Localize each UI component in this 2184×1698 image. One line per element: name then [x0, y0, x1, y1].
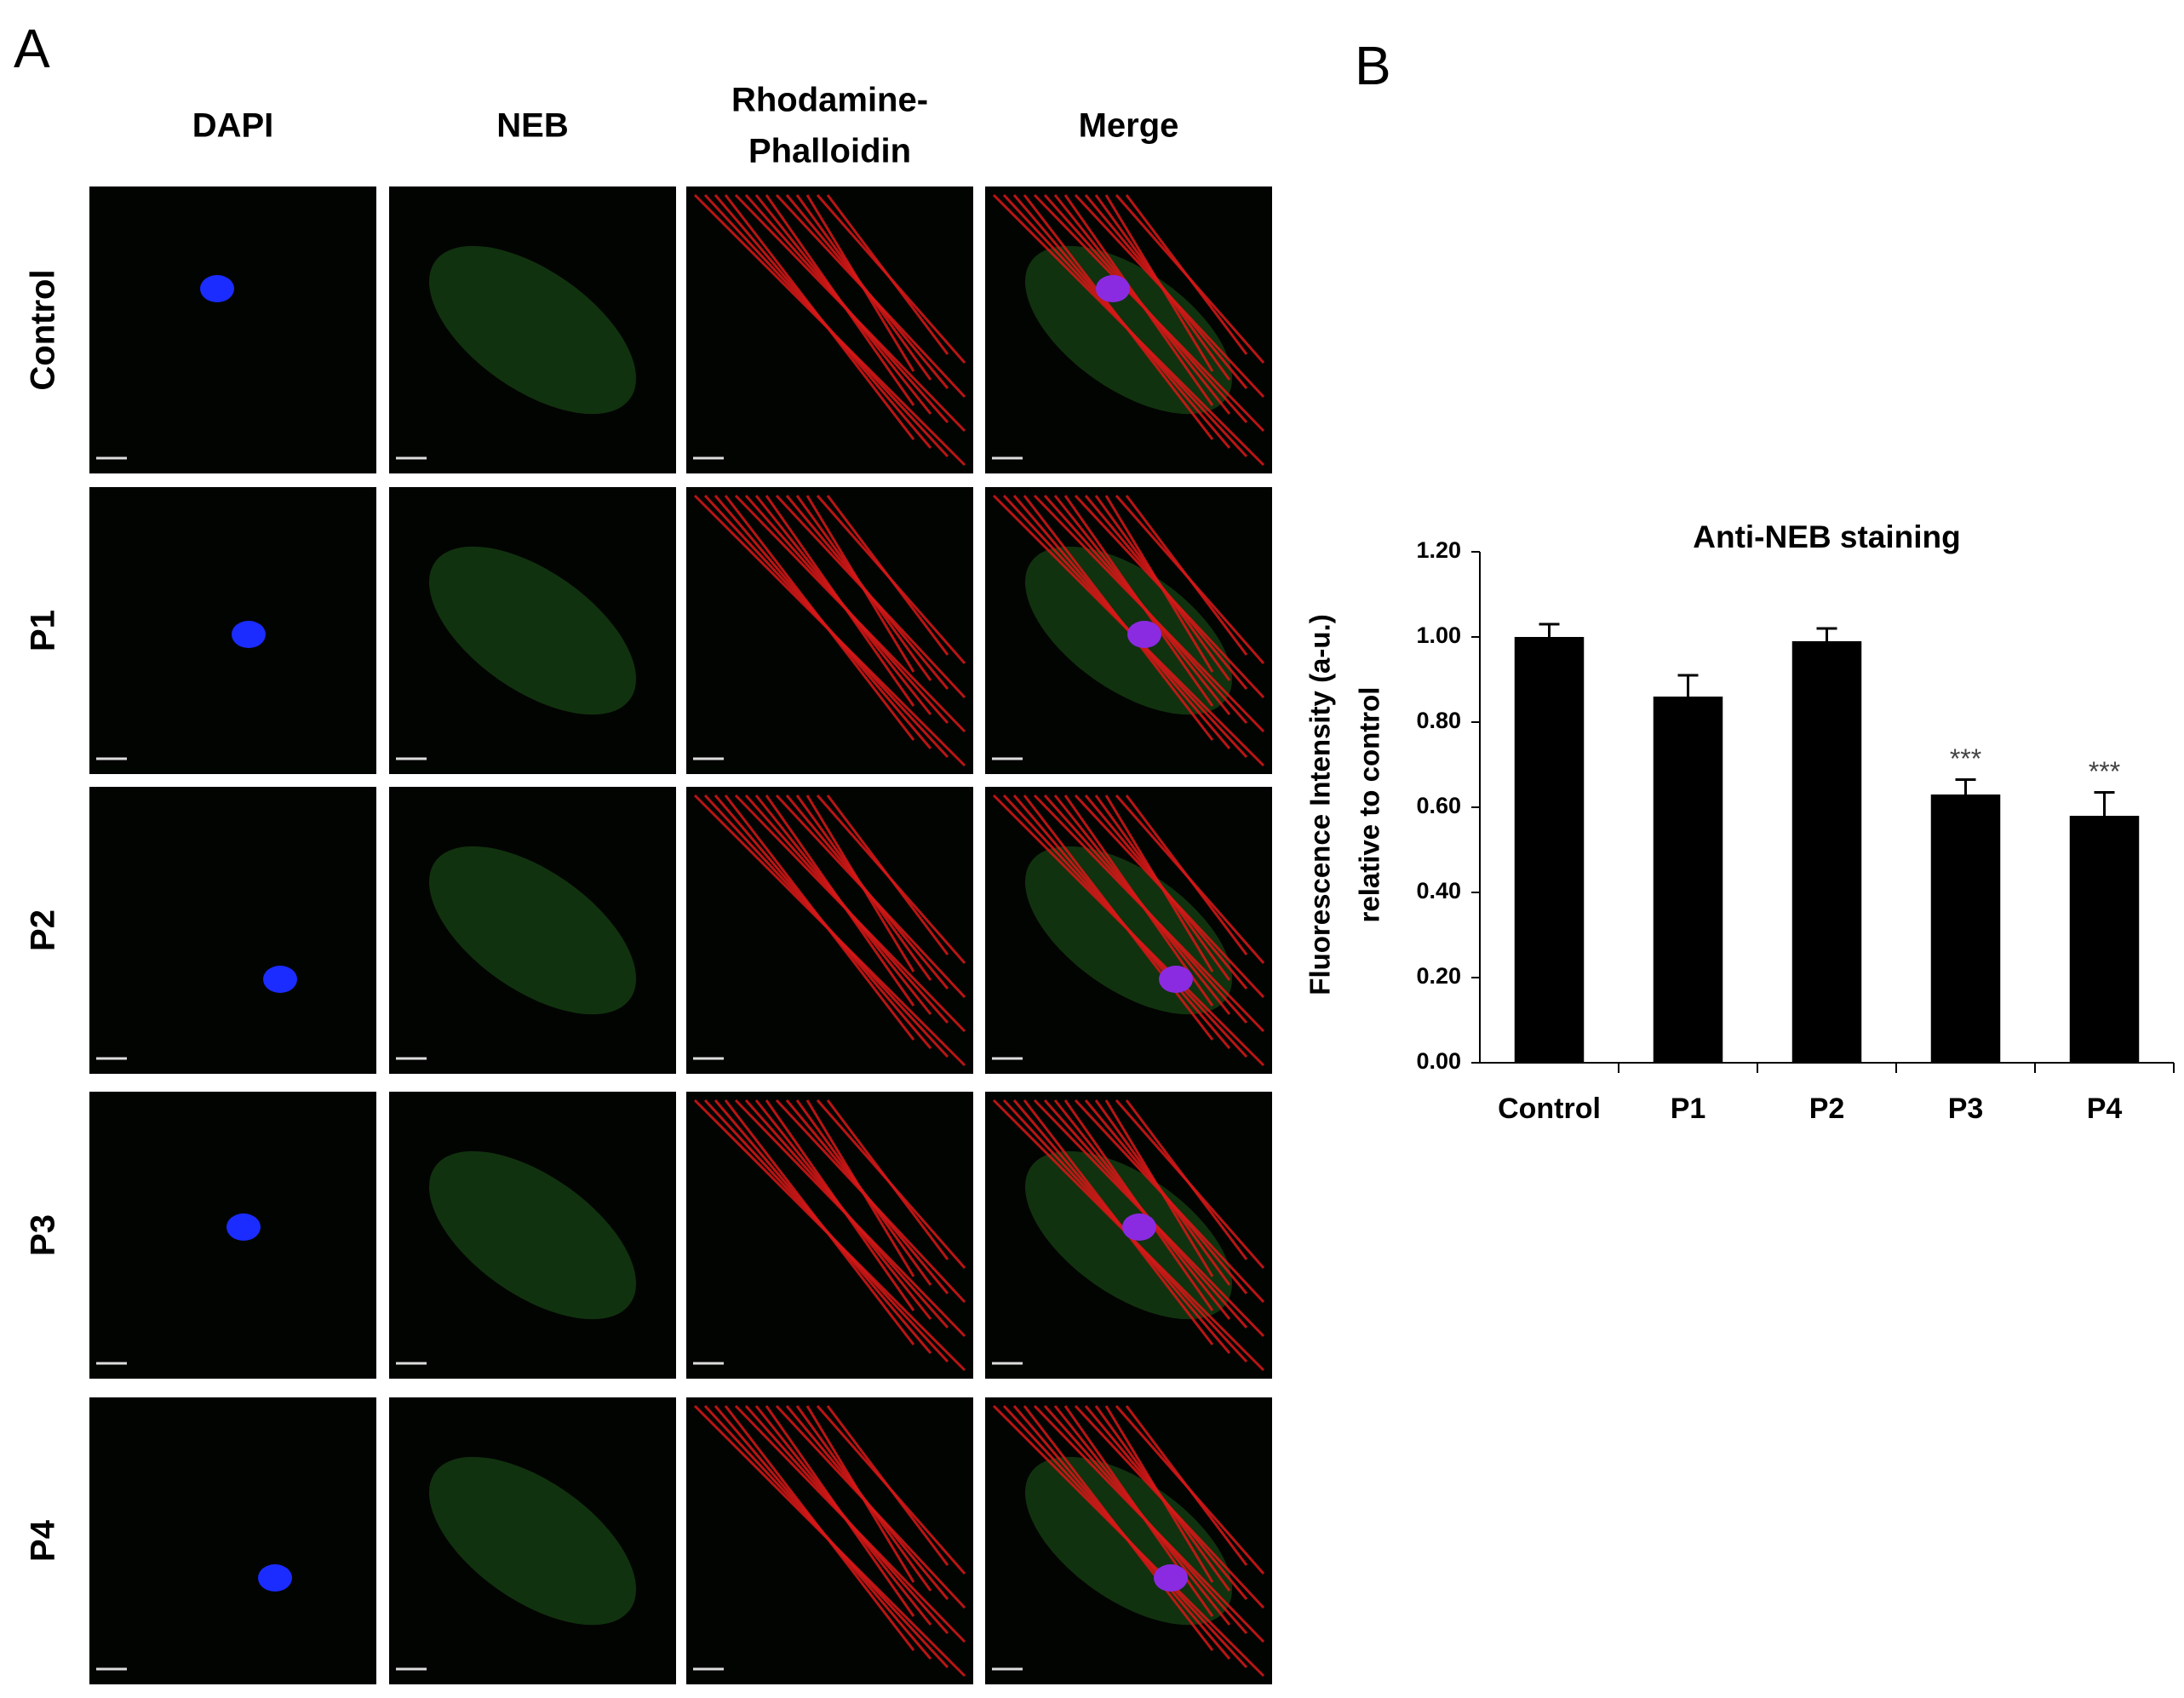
neb-signal — [428, 546, 637, 715]
nucleus — [1159, 966, 1193, 993]
panel-label: B — [1355, 35, 1391, 96]
nucleus — [1154, 1564, 1188, 1592]
actin-fiber — [1023, 194, 1214, 440]
neb-signal — [428, 1150, 637, 1320]
x-tick-label: P3 — [1948, 1093, 1984, 1125]
actin-fiber — [724, 495, 915, 741]
actin-fiber — [805, 194, 915, 372]
significance: *** — [1950, 743, 1981, 774]
actin-fiber — [826, 1099, 949, 1260]
y-tick-label: 0.20 — [1416, 963, 1461, 989]
actin-fiber — [765, 194, 915, 406]
y-tick-label: 1.00 — [1416, 622, 1461, 648]
neb-signal — [428, 245, 637, 415]
significance: *** — [2089, 756, 2120, 787]
y-tick-label: 0.80 — [1416, 708, 1461, 733]
actin-fiber — [1104, 495, 1214, 673]
actin-fiber — [1023, 795, 1214, 1041]
x-tick-label: Control — [1498, 1093, 1601, 1125]
actin-fiber — [724, 194, 915, 440]
actin-fiber — [765, 795, 915, 1007]
error-bar — [1539, 622, 1560, 637]
x-tick-label: P1 — [1671, 1093, 1706, 1125]
actin-fiber — [724, 1099, 915, 1345]
nucleus — [1096, 275, 1130, 302]
nucleus — [1127, 621, 1161, 648]
actin-fiber — [1125, 495, 1248, 656]
column-header: Rhodamine- — [731, 82, 928, 119]
actin-fiber — [1023, 1405, 1214, 1651]
actin-fiber — [826, 795, 949, 955]
nucleus — [226, 1213, 261, 1241]
column-header: NEB — [496, 107, 568, 145]
actin-fiber — [1063, 1405, 1214, 1617]
x-tick-label: P2 — [1809, 1093, 1845, 1125]
micrograph — [89, 186, 376, 473]
row-label: P1 — [25, 610, 62, 651]
x-tick-label: P4 — [2087, 1093, 2123, 1125]
nucleus — [200, 275, 234, 302]
chart-title: Anti-NEB staining — [1693, 519, 1960, 554]
panel-label: A — [14, 18, 50, 79]
nucleus — [258, 1564, 292, 1592]
y-tick-label: 1.20 — [1416, 537, 1461, 563]
actin-fiber — [1023, 495, 1214, 741]
actin-fiber — [1125, 1405, 1248, 1566]
row-label: P4 — [25, 1519, 62, 1562]
actin-fiber — [805, 795, 915, 972]
micrograph — [89, 787, 376, 1074]
row-label: P3 — [25, 1214, 62, 1256]
actin-fiber — [724, 1405, 915, 1651]
nucleus — [263, 966, 297, 993]
actin-fiber — [765, 1405, 915, 1617]
actin-fiber — [1104, 1099, 1214, 1277]
actin-fiber — [765, 1099, 915, 1311]
nucleus — [232, 621, 266, 648]
y-tick-label: 0.00 — [1416, 1048, 1461, 1074]
error-bar — [1816, 627, 1837, 641]
bar — [1791, 641, 1862, 1063]
column-header: Merge — [1079, 107, 1179, 145]
neb-signal — [428, 846, 637, 1015]
actin-fiber — [826, 194, 949, 355]
error-bar — [2094, 791, 2115, 816]
error-bar — [1955, 778, 1976, 795]
actin-fiber — [1104, 1405, 1214, 1583]
row-label: P2 — [25, 909, 62, 951]
y-tick-label: 0.60 — [1416, 793, 1461, 818]
error-bar — [1677, 674, 1699, 697]
actin-fiber — [805, 1405, 915, 1583]
neb-signal — [428, 1456, 637, 1626]
actin-fiber — [1023, 1099, 1214, 1345]
nucleus — [1122, 1213, 1156, 1241]
actin-fiber — [805, 1099, 915, 1277]
actin-fiber — [826, 1405, 949, 1566]
actin-fiber — [1063, 194, 1214, 406]
micrographs — [89, 186, 1272, 1684]
column-header: Phalloidin — [748, 133, 911, 170]
actin-fiber — [765, 495, 915, 707]
bar — [1514, 637, 1585, 1063]
y-axis-label: relative to control — [1354, 687, 1385, 923]
actin-fiber — [724, 795, 915, 1041]
actin-fiber — [1125, 1099, 1248, 1260]
actin-fiber — [1125, 795, 1248, 955]
actin-fiber — [805, 495, 915, 673]
micrograph — [89, 1397, 376, 1684]
row-label: Control — [25, 269, 62, 390]
actin-fiber — [1063, 1099, 1214, 1311]
bar — [1653, 697, 1723, 1063]
actin-fiber — [1063, 495, 1214, 707]
y-axis-label: Fluorescence Intensity (a-u.) — [1304, 614, 1336, 995]
bar — [2069, 816, 2140, 1063]
actin-fiber — [1104, 795, 1214, 972]
actin-fiber — [826, 495, 949, 656]
actin-fiber — [1104, 194, 1214, 372]
column-header: DAPI — [192, 107, 274, 145]
y-tick-label: 0.40 — [1416, 878, 1461, 903]
actin-fiber — [1125, 194, 1248, 355]
bar — [1930, 795, 2001, 1063]
